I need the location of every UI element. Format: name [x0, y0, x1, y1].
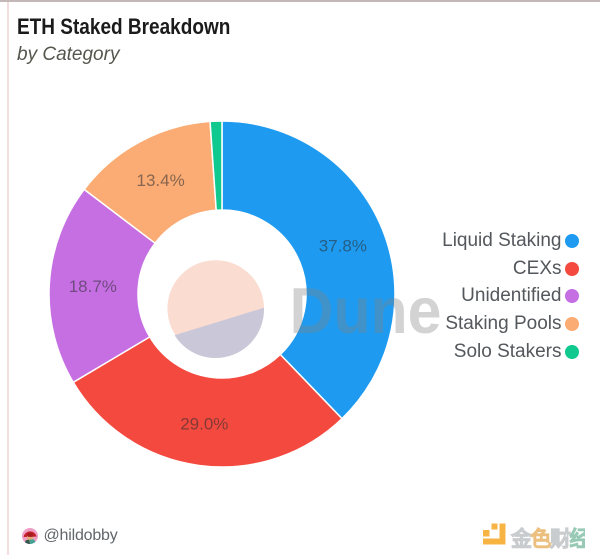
- svg-text:Dune: Dune: [290, 275, 442, 347]
- svg-text:金: 金: [510, 527, 533, 549]
- svg-text:29.0%: 29.0%: [180, 415, 228, 434]
- svg-text:37.8%: 37.8%: [319, 237, 367, 256]
- svg-text:财: 财: [550, 528, 571, 549]
- svg-text:18.7%: 18.7%: [69, 277, 117, 296]
- svg-text:色: 色: [531, 527, 552, 549]
- svg-text:13.4%: 13.4%: [136, 171, 184, 190]
- svg-text:经: 经: [570, 527, 586, 549]
